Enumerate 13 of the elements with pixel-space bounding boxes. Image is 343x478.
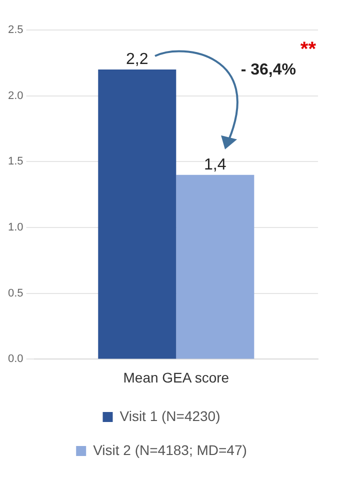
data-label: 1,4 (204, 156, 226, 174)
y-tick-label: 1.0 (8, 222, 24, 234)
y-tick-label: 2.0 (8, 90, 24, 102)
legend-label: Visit 2 (N=4183; MD=47) (93, 442, 247, 458)
y-tick-label: 2.5 (8, 24, 24, 36)
data-label: 2,2 (126, 50, 148, 68)
y-tick-label: 0.5 (8, 287, 24, 300)
y-tick-label: 1.5 (8, 156, 24, 168)
annotation: ** (300, 38, 316, 61)
x-tick-label: Mean GEA score (123, 369, 230, 386)
legend-label: Visit 1 (N=4230) (120, 408, 220, 424)
annotation: - 36,4% (240, 61, 296, 78)
y-tick-label: 0.0 (8, 353, 24, 366)
